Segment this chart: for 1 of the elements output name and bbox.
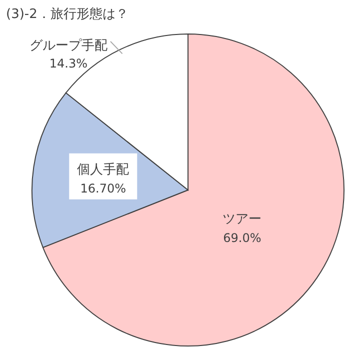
title: (3)-2．旅行形態は？	[6, 7, 128, 22]
